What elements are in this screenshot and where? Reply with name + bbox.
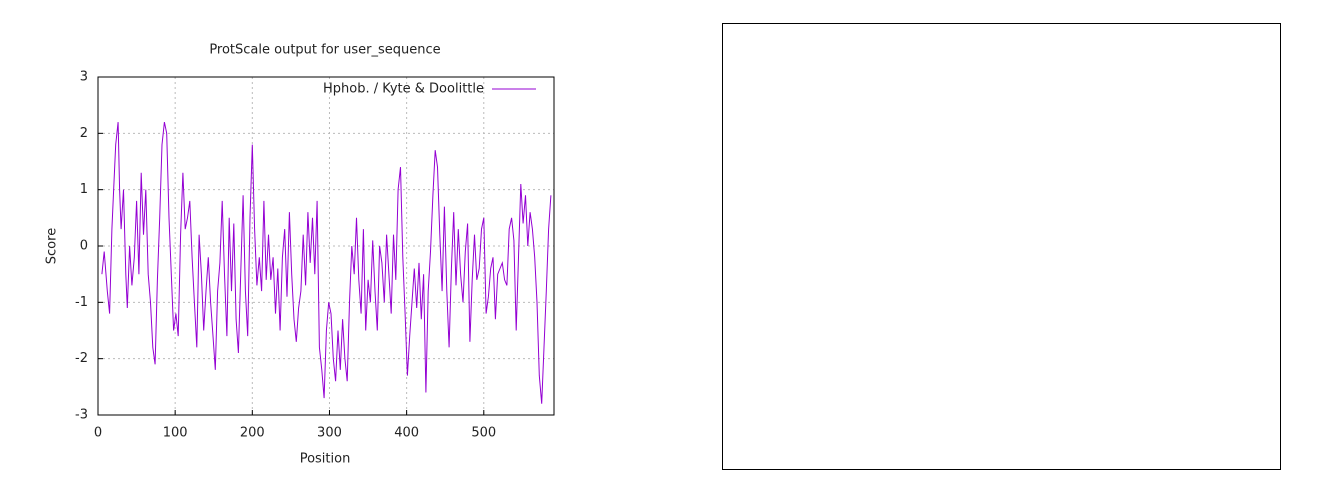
y-tick-label: -2 [75, 351, 88, 366]
y-tick-label: 1 [80, 182, 88, 197]
x-tick-label: 400 [394, 426, 419, 441]
x-tick-label: 500 [471, 426, 496, 441]
x-tick-label: 0 [94, 426, 102, 441]
y-tick-label: -1 [75, 295, 88, 310]
legend-label: Hphob. / Kyte & Doolittle [323, 82, 484, 97]
x-tick-label: 100 [163, 426, 188, 441]
y-axis-label: Score [45, 228, 60, 264]
chart-title: ProtScale output for user_sequence [209, 43, 440, 58]
y-tick-label: -3 [75, 408, 88, 423]
y-tick-label: 2 [80, 126, 88, 141]
y-tick-label: 0 [80, 239, 88, 254]
x-axis-label: Position [300, 452, 351, 467]
plot-frame [97, 76, 555, 416]
x-tick-label: 200 [240, 426, 265, 441]
x-tick-label: 300 [317, 426, 342, 441]
y-tick-label: 3 [80, 70, 88, 85]
data-line [101, 121, 552, 404]
empty-panel [722, 23, 1281, 470]
